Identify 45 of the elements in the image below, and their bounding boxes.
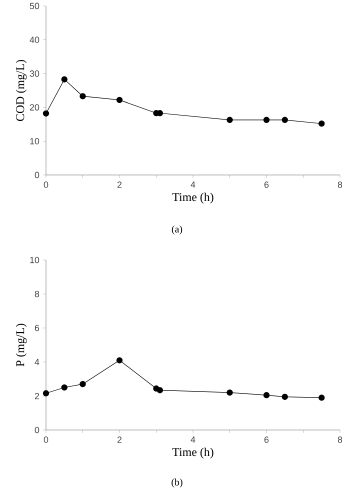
y-tick-label: 8	[34, 290, 40, 298]
y-axis-title: P (mg/L)	[16, 324, 27, 366]
x-tick-label: 8	[338, 436, 342, 443]
point	[80, 93, 86, 100]
x-tick-label: 0	[44, 436, 48, 443]
y-tick-label: 0	[34, 426, 40, 434]
y-tick-label: 6	[34, 324, 40, 332]
x-axis-title: Time (h)	[172, 448, 214, 459]
y-tick-label: 30	[30, 70, 40, 77]
point	[61, 76, 68, 82]
y-tick-label: 10	[30, 256, 40, 264]
point	[318, 120, 325, 127]
point	[226, 389, 233, 396]
point	[282, 116, 288, 123]
y-tick-label: 40	[30, 36, 40, 43]
point	[318, 394, 325, 401]
x-tick-label: 2	[117, 182, 122, 188]
x-tick-label: 4	[190, 182, 196, 188]
y-tick-label: 20	[30, 104, 40, 111]
y-tick-label: 2	[34, 392, 40, 400]
y-tick-label: 4	[34, 358, 40, 366]
point	[263, 392, 270, 398]
point	[42, 110, 50, 117]
point	[42, 390, 50, 396]
point	[156, 387, 164, 394]
x-tick-label: 0	[44, 182, 48, 188]
y-tick-label: 0	[34, 172, 40, 178]
point	[116, 96, 123, 104]
text: (b)	[172, 478, 182, 488]
y-axis-title: COD (mg/L)	[16, 60, 27, 122]
y-tick-label: 10	[30, 138, 40, 144]
y-tick-label: 50	[30, 2, 40, 10]
point	[116, 357, 123, 364]
x-tick-label: 2	[117, 436, 122, 443]
x-tick-label: 6	[264, 182, 269, 188]
x-tick-label: 6	[264, 436, 269, 443]
point	[263, 116, 270, 123]
point	[80, 380, 86, 388]
x-axis-title: Time (h)	[172, 192, 214, 204]
point	[226, 116, 233, 123]
x-tick-label: 8	[338, 182, 342, 188]
point	[61, 384, 68, 391]
x-tick-label: 4	[190, 436, 196, 443]
text: (a)	[172, 225, 182, 235]
point	[282, 394, 288, 400]
